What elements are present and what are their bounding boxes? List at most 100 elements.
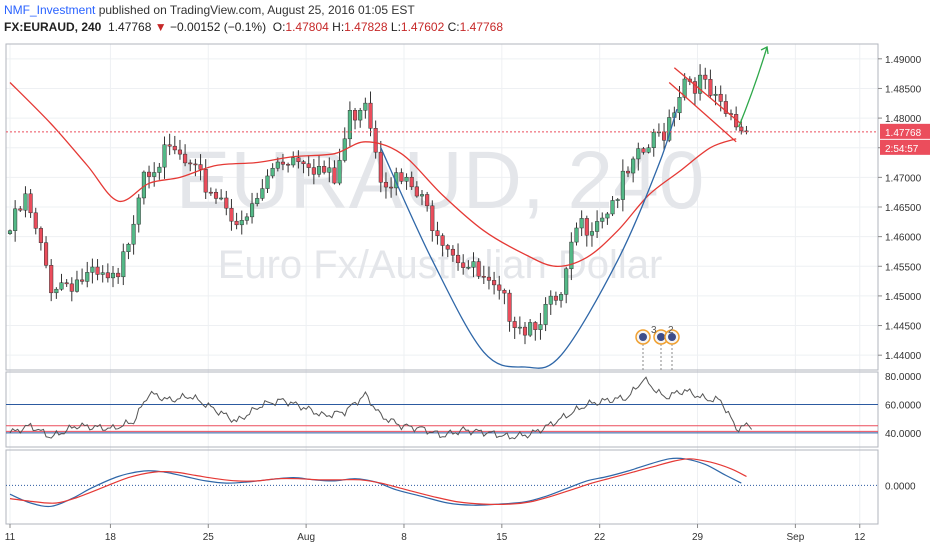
candle-body [373, 128, 378, 153]
candle-body [703, 74, 708, 80]
symbol-legend: FX:EURAUD, 240 1.47768 ▼ −0.00152 (−0.1%… [4, 20, 503, 34]
candle-body [368, 102, 373, 129]
candle-body [358, 110, 363, 121]
candle [528, 318, 533, 338]
candle-body [456, 254, 461, 264]
candle-body [126, 243, 131, 252]
event-count-label: 3 [651, 325, 657, 336]
price-axis: 1.490001.485001.480001.475001.470001.465… [878, 55, 930, 362]
candle [533, 321, 538, 341]
candle [296, 150, 301, 169]
candle [203, 159, 208, 200]
candle [461, 254, 466, 275]
candle [389, 177, 394, 198]
candle-body [90, 266, 95, 273]
candle [260, 179, 265, 201]
candle-body [708, 79, 713, 96]
countdown-tag-label: 2:54:57 [885, 144, 919, 155]
candle-body [291, 157, 296, 166]
countdown-tag [880, 139, 930, 155]
candle [183, 144, 188, 167]
candle-body [610, 200, 615, 215]
candle-body [363, 102, 368, 111]
candle [569, 232, 574, 281]
candle [193, 158, 198, 177]
candle-body [193, 163, 198, 166]
candle-body [502, 290, 507, 294]
candle [301, 160, 306, 174]
candle [49, 259, 54, 302]
candle [414, 181, 419, 198]
close-label: C: [447, 20, 460, 34]
candle [363, 97, 368, 119]
candle-body [13, 208, 18, 231]
candle-body [213, 191, 219, 199]
candle [419, 189, 425, 206]
candle-body [538, 324, 543, 330]
candle-body [600, 217, 605, 222]
candle-body [177, 149, 182, 155]
candle [172, 135, 177, 155]
candle [409, 171, 414, 190]
candle-body [497, 284, 502, 291]
candle-body [553, 295, 558, 301]
time-tick-label: 12 [854, 532, 866, 543]
candle [445, 243, 450, 258]
candle [219, 189, 224, 201]
candle [162, 136, 167, 179]
target-arrow [738, 46, 768, 128]
candle [250, 192, 255, 224]
candle [110, 266, 116, 288]
candle-body [584, 218, 589, 236]
candle-body [280, 161, 285, 165]
candle-body [692, 81, 698, 94]
candle-body [512, 321, 517, 328]
candle-body [409, 176, 414, 188]
candle-body [54, 288, 59, 294]
candle [466, 260, 471, 270]
candle-body [486, 276, 491, 281]
candle-body [316, 166, 322, 175]
rsi-pane [5, 371, 879, 448]
candle [121, 243, 126, 286]
candle-body [250, 203, 255, 218]
candle [177, 139, 182, 160]
candle-body [394, 172, 399, 189]
symbol-label[interactable]: FX:EURAUD, 240 [4, 20, 102, 34]
candle [239, 210, 244, 235]
candle [332, 160, 337, 185]
candle [476, 258, 481, 279]
candle-body [435, 230, 440, 236]
low-label: L: [390, 20, 401, 34]
candle [306, 155, 311, 177]
candle-body [224, 197, 229, 209]
candle [7, 229, 13, 235]
price-tick-label: 1.44500 [885, 322, 922, 333]
candle-body [188, 162, 193, 165]
candle [224, 190, 229, 216]
candle-body [533, 322, 538, 330]
candle [64, 279, 69, 287]
candle-body [718, 93, 723, 102]
candle [322, 160, 327, 175]
channel-upper-line [673, 67, 742, 125]
candle-body [517, 326, 522, 329]
candle [368, 91, 373, 137]
candle [85, 261, 90, 288]
candle [692, 77, 698, 106]
author-link[interactable]: NMF_Investment [4, 3, 96, 17]
candle [553, 291, 558, 306]
candle-body [646, 147, 651, 153]
macd-tick-label: 0.0000 [885, 481, 916, 492]
candle [698, 64, 703, 101]
high-value: 1.47828 [344, 20, 388, 34]
candle-body [471, 261, 476, 268]
candle [425, 191, 430, 212]
event-flag-dot-icon [668, 333, 676, 341]
candle-body [425, 194, 430, 207]
candle [116, 267, 121, 284]
chart-header: NMF_Investment published on TradingView.… [0, 0, 932, 36]
candle [631, 156, 636, 183]
candle-body [270, 167, 275, 177]
